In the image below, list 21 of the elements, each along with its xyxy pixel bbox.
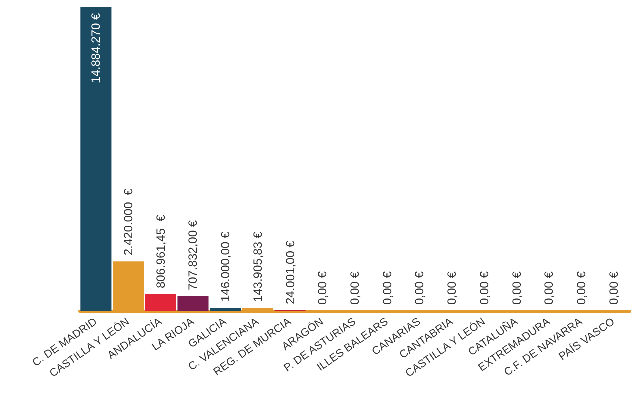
bar	[145, 294, 176, 311]
data-label: 0,00 €	[542, 271, 556, 305]
data-label: 0,00 €	[510, 271, 524, 305]
data-label: 0,00 €	[348, 271, 362, 305]
data-label: 24.001,00 €	[283, 240, 298, 305]
data-label: 0,00 €	[445, 271, 460, 305]
data-label: 0,00 €	[574, 271, 588, 305]
data-label: 0,00 €	[477, 271, 492, 305]
data-label: 146.000,00 €	[218, 232, 233, 302]
data-label: 707.832,00 €	[186, 220, 200, 291]
data-label: 0,00 €	[412, 271, 427, 305]
data-label: 143.905,83 €	[250, 232, 265, 302]
bar	[210, 308, 242, 311]
data-label: 0,00 €	[380, 271, 394, 305]
bar	[178, 296, 209, 311]
data-label: 0,00 €	[606, 271, 621, 305]
data-label: 14.884.270 €	[89, 13, 104, 84]
bar	[80, 7, 112, 311]
data-label: 0,00 €	[316, 271, 330, 305]
data-label: 806.961,45 €	[154, 214, 168, 289]
data-label: 2.420.000 €	[122, 188, 136, 256]
